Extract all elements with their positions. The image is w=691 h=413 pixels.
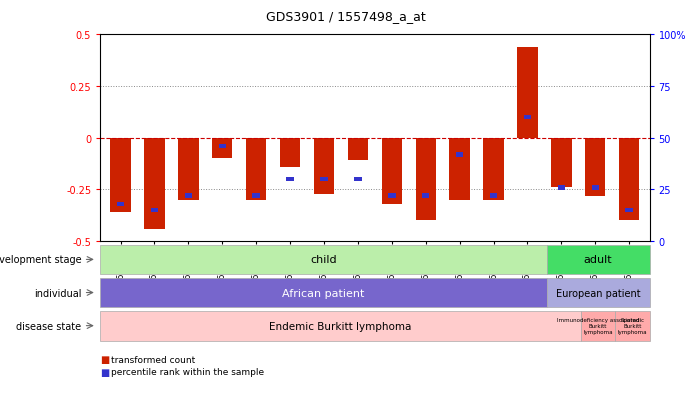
Bar [178,138,198,200]
Text: GDS3901 / 1557498_a_at: GDS3901 / 1557498_a_at [265,10,426,23]
Bar [151,208,158,213]
Text: European patient: European patient [556,288,641,298]
Bar [117,202,124,207]
Text: Immunodeficiency associated
Burkitt
lymphoma: Immunodeficiency associated Burkitt lymp… [557,318,639,334]
Bar [558,186,565,190]
Bar [625,208,633,213]
Bar [348,138,368,161]
Bar [144,138,164,229]
Bar [354,178,361,182]
Text: child: child [310,255,337,265]
Bar [212,138,232,159]
Text: ■: ■ [100,367,109,377]
Bar [415,138,436,221]
Bar [314,138,334,194]
Text: transformed count: transformed count [111,355,195,364]
Bar [422,194,430,199]
Text: disease state: disease state [17,321,82,331]
Bar [449,138,470,200]
Bar [484,138,504,200]
Text: Sporadic
Burkitt
lymphoma: Sporadic Burkitt lymphoma [618,318,647,334]
Bar [551,138,571,188]
Text: African patient: African patient [282,288,365,298]
Bar [490,194,498,199]
Text: development stage: development stage [0,255,82,265]
Bar [286,178,294,182]
Bar [524,116,531,120]
Text: individual: individual [34,288,82,298]
Bar [246,138,266,200]
Bar [591,186,599,190]
Bar [456,153,464,157]
Bar [381,138,402,204]
Bar [218,145,226,149]
Bar [518,47,538,138]
Bar [280,138,301,167]
Text: ■: ■ [100,354,109,364]
Bar [388,194,395,199]
Text: Endemic Burkitt lymphoma: Endemic Burkitt lymphoma [269,321,412,331]
Text: percentile rank within the sample: percentile rank within the sample [111,367,264,376]
Bar [252,194,260,199]
Bar [320,178,328,182]
Bar [585,138,605,196]
Bar [111,138,131,213]
Bar [619,138,639,221]
Text: adult: adult [584,255,612,265]
Bar [184,194,192,199]
